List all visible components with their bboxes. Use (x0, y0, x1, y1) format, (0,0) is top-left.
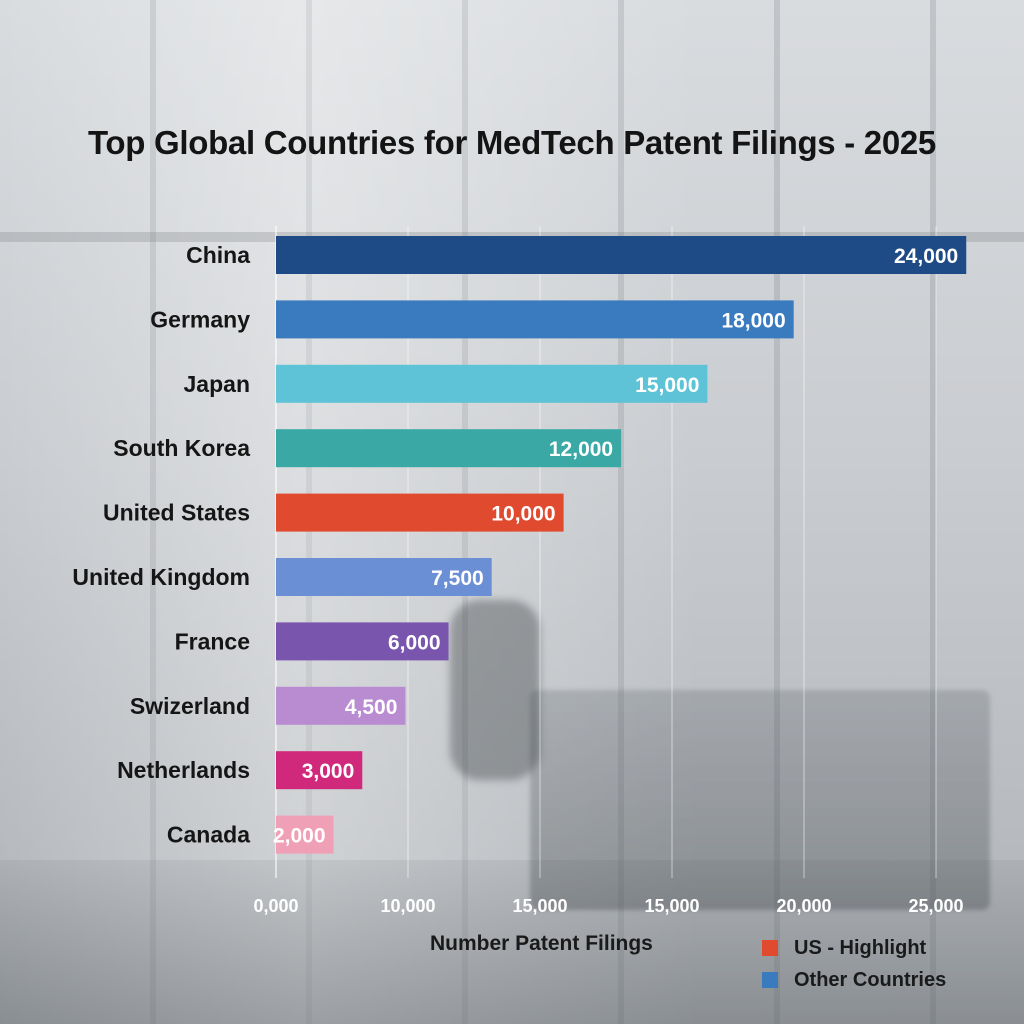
value-label: 4,500 (345, 696, 398, 719)
category-label: Germany (150, 306, 250, 332)
bar (276, 493, 564, 532)
bar (276, 364, 708, 403)
value-label: 12,000 (549, 438, 613, 461)
value-label: 2,000 (273, 825, 326, 848)
bar (276, 815, 334, 854)
legend-swatch-other (762, 972, 778, 988)
legend-item-other: Other Countries (762, 964, 946, 996)
chair (450, 600, 540, 780)
value-label: 6,000 (388, 631, 441, 654)
bar (276, 429, 622, 468)
x-tick-label: 20,000 (776, 896, 831, 916)
x-tick-label: 25,000 (908, 896, 963, 916)
category-label: United States (103, 500, 250, 526)
category-label: United Kingdom (72, 564, 250, 590)
category-label: Swizerland (130, 693, 250, 719)
category-label: China (186, 242, 250, 268)
legend-label-other: Other Countries (794, 968, 947, 991)
x-tick-label: 0,000 (253, 896, 298, 916)
floor (0, 860, 1024, 1024)
x-tick-label: 15,000 (512, 896, 567, 916)
value-label: 15,000 (635, 374, 699, 397)
category-label: France (175, 628, 250, 654)
bar (276, 686, 406, 725)
bar (276, 236, 967, 274)
value-label: 24,000 (894, 245, 958, 268)
category-label: Netherlands (117, 757, 250, 783)
value-label: 18,000 (721, 309, 785, 332)
x-axis-title: Number Patent Filings (430, 932, 653, 955)
legend-item-us: US - Highlight (762, 932, 946, 964)
desk (530, 690, 990, 910)
category-label: Japan (184, 371, 250, 397)
value-label: 10,000 (491, 503, 555, 526)
legend: US - Highlight Other Countries (762, 932, 946, 996)
legend-swatch-us (762, 940, 778, 956)
bar (276, 751, 363, 790)
category-label: Canada (167, 822, 250, 848)
chart-title: Top Global Countries for MedTech Patent … (87, 124, 936, 161)
x-tick-label: 15,000 (644, 896, 699, 916)
value-label: 7,500 (431, 567, 484, 590)
legend-label-us: US - Highlight (794, 936, 927, 959)
value-label: 3,000 (302, 760, 355, 783)
bar (276, 622, 449, 661)
category-label: South Korea (113, 435, 250, 461)
x-tick-label: 10,000 (380, 896, 435, 916)
bar (276, 300, 794, 339)
bar (276, 558, 492, 596)
